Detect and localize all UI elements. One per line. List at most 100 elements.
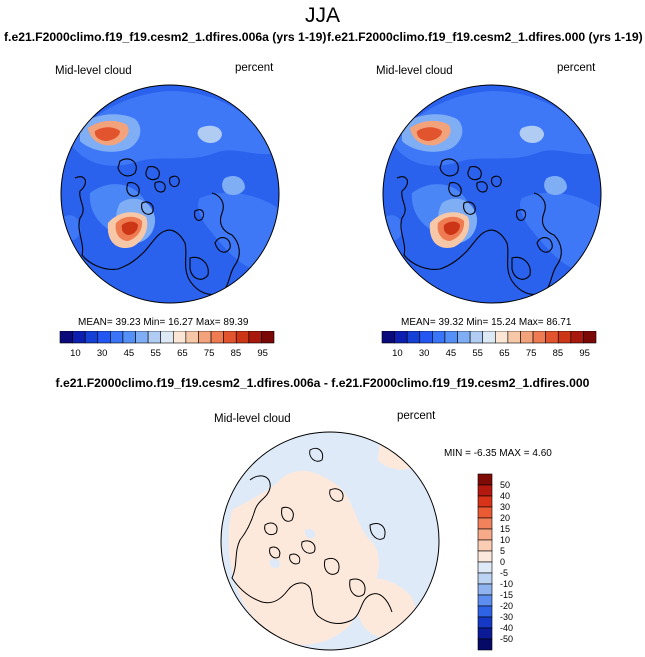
diff-colorbar-tick-label: 0	[500, 557, 505, 567]
panel-2-colorbar-tick-label: 75	[526, 348, 537, 359]
panel-2-colorbar-tick-label: 55	[472, 348, 483, 359]
panel-2-colorbar-tick-label: 30	[419, 348, 430, 359]
diff-colorbar-tick-label: -50	[500, 634, 513, 644]
panel-1-colorbar-swatch	[147, 331, 162, 344]
diff-colorbar-swatch	[477, 550, 493, 563]
panel-2-colorbar-tick-label: 10	[392, 348, 403, 359]
panel-1-colorbar-swatch	[172, 331, 187, 344]
panel-1-colorbar-swatch	[135, 331, 149, 344]
diff-colorbar-tick-label: -10	[500, 579, 513, 589]
panel-2-variable-label: Mid-level cloud	[376, 65, 453, 77]
panel-2-max-label: Max=	[518, 317, 544, 328]
panel-2-min-value: 15.24	[491, 317, 517, 328]
panel-2-mean-value: 39.32	[438, 317, 464, 328]
panel-2-colorbar: 10 30 45 55 65 75 85 95	[381, 331, 597, 359]
diff-colorbar-swatch	[477, 539, 493, 552]
panel-1-units-label: percent	[235, 62, 274, 74]
panel-1-mean-value: 39.23	[115, 317, 141, 328]
panel-1-colorbar-swatch	[122, 331, 136, 344]
diff-stats: MIN = -6.35 MAX = 4.60	[444, 448, 552, 459]
panel-2-colorbar-swatch	[545, 331, 559, 344]
panel-2-min-label: Min=	[466, 317, 489, 328]
panel-2-colorbar-swatch	[507, 331, 521, 344]
diff-variable-label: Mid-level cloud	[214, 413, 291, 425]
panel-1-colorbar-swatch	[59, 331, 73, 344]
diff-colorbar-tick-label: 15	[500, 524, 510, 534]
panel-2-colorbar-swatch	[482, 331, 496, 344]
panel-2-colorbar-swatch	[457, 331, 471, 344]
diff-colorbar-swatch	[477, 528, 493, 541]
panel-1-colorbar-tick-label: 85	[231, 348, 242, 359]
diff-colorbar-tick-label: 50	[500, 480, 510, 490]
diff-polar-map	[220, 431, 440, 651]
diff-colorbar-swatch	[477, 627, 493, 640]
panel-2-mean-label: MEAN=	[401, 317, 436, 328]
panel-1-colorbar-swatch	[248, 331, 262, 344]
panel-1-min-value: 16.27	[168, 317, 194, 328]
diff-colorbar-swatch	[477, 583, 493, 596]
panel-2-colorbar-swatch	[432, 331, 446, 344]
panel-2-case-title: f.e21.F2000climo.f19_f19.cesm2_1.dfires.…	[327, 30, 643, 44]
diff-colorbar-swatch	[477, 506, 493, 519]
panel-2-colorbar-swatch	[394, 331, 408, 344]
diff-colorbar-tick-label: 5	[500, 546, 505, 556]
panel-2-colorbar-swatch	[557, 331, 572, 344]
panel-2-stats: MEAN= 39.32 Min= 15.24 Max= 86.71	[401, 317, 571, 328]
panel-1-colorbar-tick-label: 55	[150, 348, 161, 359]
diff-colorbar-tick-label: 40	[500, 491, 510, 501]
diff-colorbar-swatch	[477, 594, 493, 607]
diff-colorbar-tick-label: -30	[500, 612, 513, 622]
panel-1-colorbar-tick-label: 30	[97, 348, 108, 359]
panel-2-colorbar-swatch	[532, 331, 546, 344]
panel-2-colorbar-swatch	[583, 331, 597, 344]
panel-1-colorbar-swatch	[110, 331, 124, 344]
diff-colorbar-swatch	[477, 605, 493, 618]
diff-colorbar-swatch	[477, 638, 493, 651]
panel-1-polar-map	[60, 84, 280, 304]
diff-colorbar-swatch	[477, 517, 493, 530]
diff-panel-title: f.e21.F2000climo.f19_f19.cesm2_1.dfires.…	[55, 376, 590, 390]
panel-1-max-label: Max=	[195, 317, 221, 328]
panel-1-colorbar-swatch	[198, 331, 212, 344]
panel-2-colorbar-swatch	[469, 331, 484, 344]
panel-1-colorbar-swatch	[223, 331, 237, 344]
panel-1-colorbar-swatch	[97, 331, 111, 344]
panel-1-variable-label: Mid-level cloud	[55, 65, 132, 77]
panel-2-colorbar-swatch	[406, 331, 421, 344]
diff-colorbar-swatch	[477, 473, 493, 486]
panel-1-mean-label: MEAN=	[78, 317, 113, 328]
panel-1-colorbar-tick-label: 95	[257, 348, 268, 359]
panel-1-colorbar-swatch	[261, 331, 275, 344]
panel-2-colorbar-swatch	[381, 331, 395, 344]
diff-colorbar-tick-label: 10	[500, 535, 510, 545]
diff-colorbar-tick-label: 30	[500, 502, 510, 512]
diff-colorbar-swatch	[477, 572, 493, 585]
diff-colorbar-tick-label: -15	[500, 590, 513, 600]
panel-2-colorbar-swatch	[570, 331, 584, 344]
panel-1-case-title: f.e21.F2000climo.f19_f19.cesm2_1.dfires.…	[4, 30, 327, 44]
panel-1-colorbar: 10 30 45 55 65 75 85 95	[59, 331, 275, 359]
panel-2-polar-map	[382, 84, 602, 304]
panel-2-colorbar-swatch	[444, 331, 458, 344]
diff-colorbar-swatch	[477, 616, 493, 629]
panel-2-colorbar-tick-label: 85	[553, 348, 564, 359]
panel-2-colorbar-swatch	[419, 331, 433, 344]
page-title: JJA	[304, 4, 340, 27]
panel-1-colorbar-tick-label: 45	[124, 348, 135, 359]
diff-colorbar-tick-label: 20	[500, 513, 510, 523]
panel-2-colorbar-swatch	[494, 331, 509, 344]
panel-1-colorbar-swatch	[72, 331, 86, 344]
panel-1-max-value: 89.39	[223, 317, 249, 328]
panel-1-colorbar-swatch	[84, 331, 99, 344]
panel-1-colorbar-swatch	[185, 331, 199, 344]
diff-units-label: percent	[397, 410, 436, 422]
panel-2-units-label: percent	[557, 62, 596, 74]
diff-colorbar-swatch	[477, 561, 493, 574]
diff-colorbar-swatch	[477, 484, 493, 497]
diff-colorbar-tick-label: -20	[500, 601, 513, 611]
panel-1-min-label: Min=	[143, 317, 166, 328]
panel-1-colorbar-swatch	[210, 331, 224, 344]
panel-1-colorbar-tick-label: 10	[70, 348, 81, 359]
panel-2-max-value: 86.71	[546, 317, 572, 328]
